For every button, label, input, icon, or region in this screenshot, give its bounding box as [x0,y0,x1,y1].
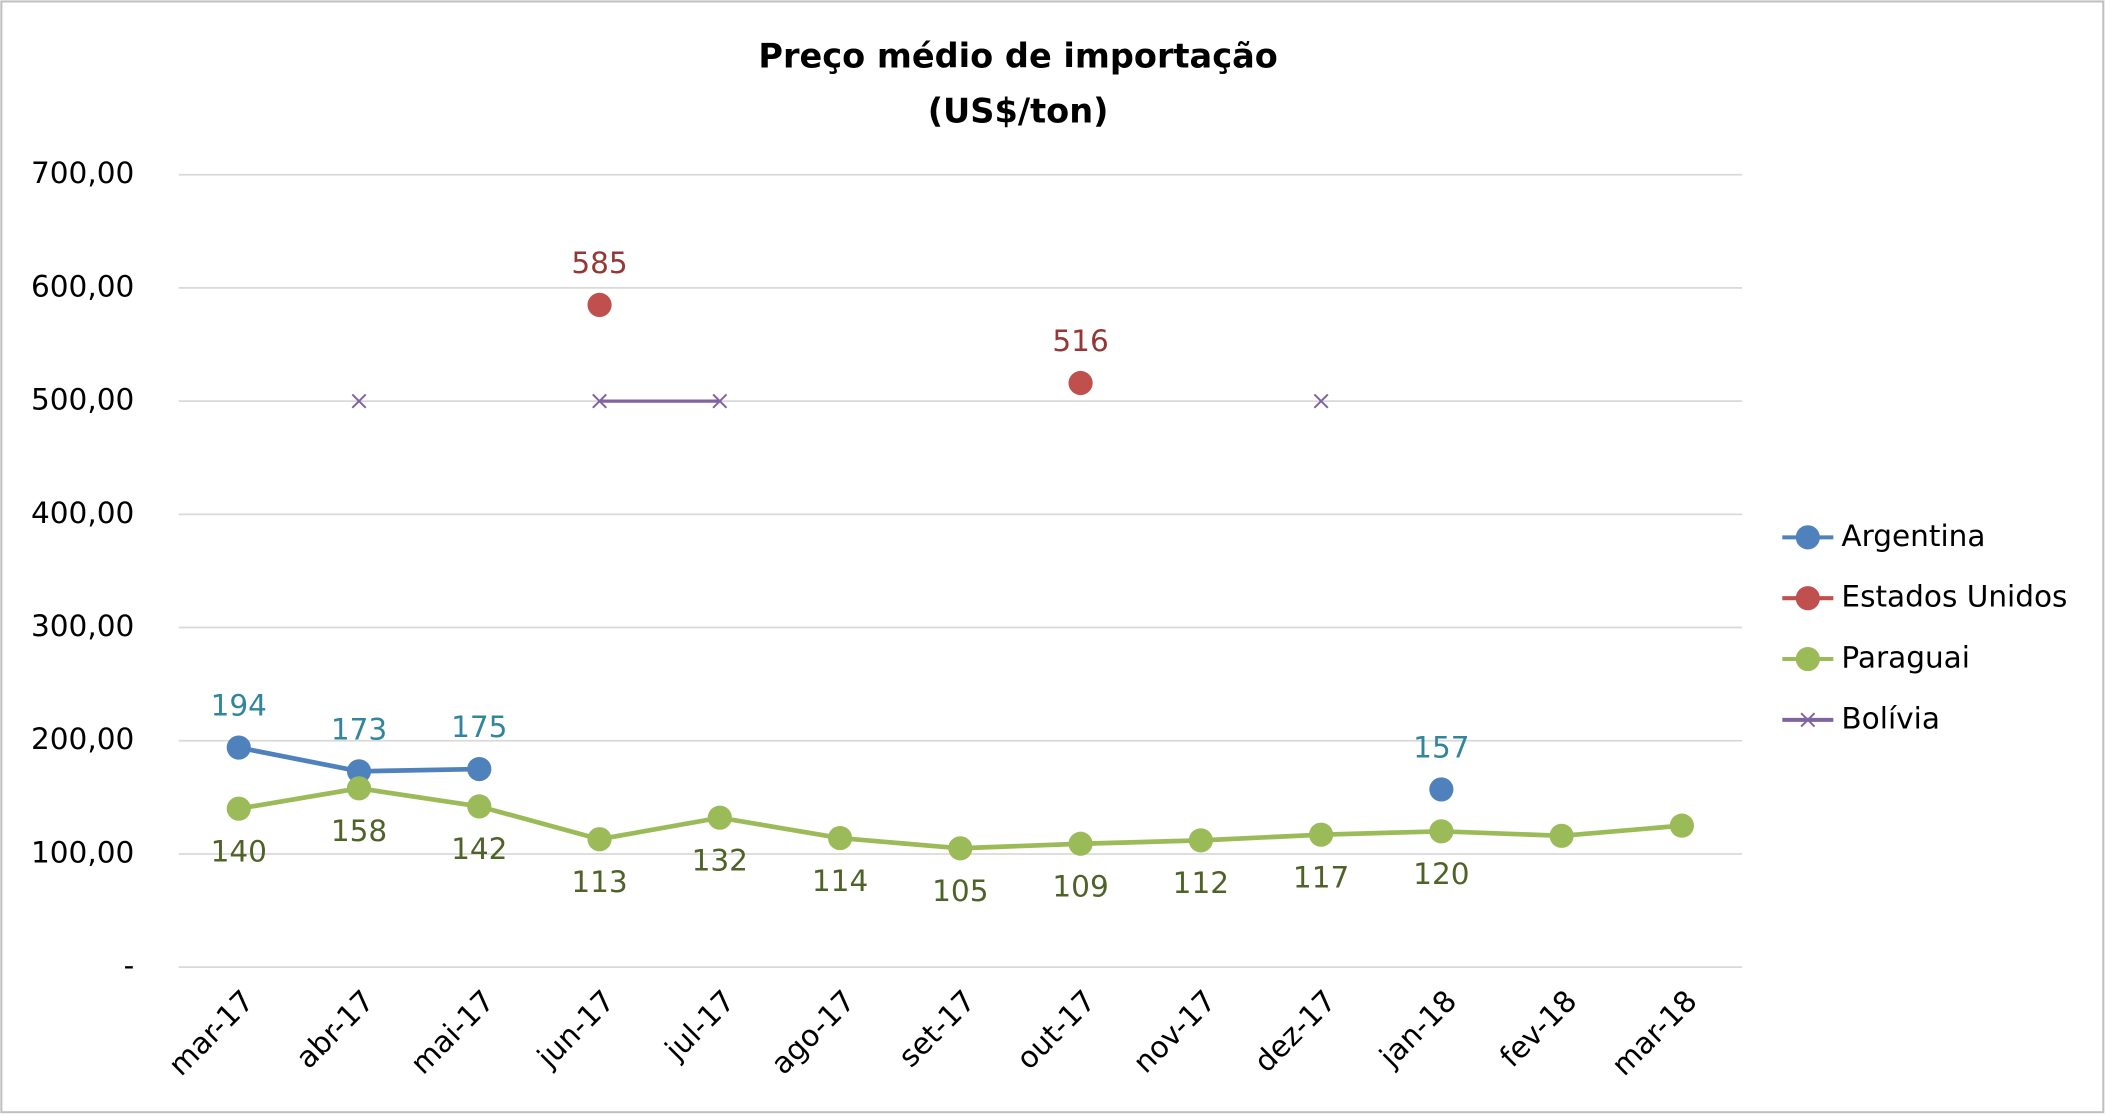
data-label: 158 [331,814,387,848]
legend-marker [1795,646,1820,672]
legend-label: Bolívia [1841,701,1940,735]
marker [351,393,367,409]
y-tick-label: 700,00 [31,156,134,190]
marker [1549,823,1574,848]
marker [948,836,973,861]
legend-marker [1795,525,1820,550]
marker [707,805,732,830]
data-label: 113 [571,865,627,899]
y-tick-label: 300,00 [31,609,134,643]
data-label: 173 [331,713,387,747]
marker [1068,370,1093,396]
data-label: 175 [451,710,507,744]
y-tick-label: 500,00 [31,383,134,417]
legend-label: Estados Unidos [1841,580,2067,614]
legend-marker [1795,586,1820,611]
data-label: 117 [1293,861,1349,895]
marker [1429,819,1454,844]
marker [1429,777,1454,802]
marker [712,393,728,409]
marker [1313,393,1329,409]
marker [827,826,853,851]
data-label: 120 [1413,857,1469,891]
legend-marker [1800,712,1816,728]
marker [587,292,612,317]
data-label: 157 [1413,731,1469,765]
marker [1309,822,1334,847]
data-label: 516 [1052,324,1108,358]
marker [587,827,612,852]
marker [346,776,372,801]
legend-label: Argentina [1841,519,1985,553]
marker [226,796,251,821]
y-tick-label: 200,00 [31,722,134,756]
y-tick-label: 400,00 [31,496,134,530]
data-label: 105 [932,874,988,908]
marker [226,735,251,760]
data-label: 112 [1173,866,1229,900]
data-label: 132 [692,844,748,878]
marker [467,794,492,819]
data-label: 140 [211,834,267,868]
y-tick-label: 100,00 [31,835,134,869]
legend-label: Paraguai [1841,641,1970,675]
marker [467,756,492,782]
y-tick-label: - [124,949,135,983]
marker [592,393,607,409]
marker [1669,813,1694,838]
data-label: 109 [1052,870,1108,904]
marker [1068,831,1093,856]
chart-subtitle: (US$/ton) [928,91,1109,130]
marker [1188,828,1213,853]
y-tick-label: 600,00 [31,269,134,303]
data-label: 142 [451,832,507,866]
data-label: 585 [571,246,627,280]
chart-title: Preço médio de importação [758,36,1277,75]
data-label: 114 [812,864,868,898]
data-label: 194 [211,689,267,723]
marker [346,759,372,784]
